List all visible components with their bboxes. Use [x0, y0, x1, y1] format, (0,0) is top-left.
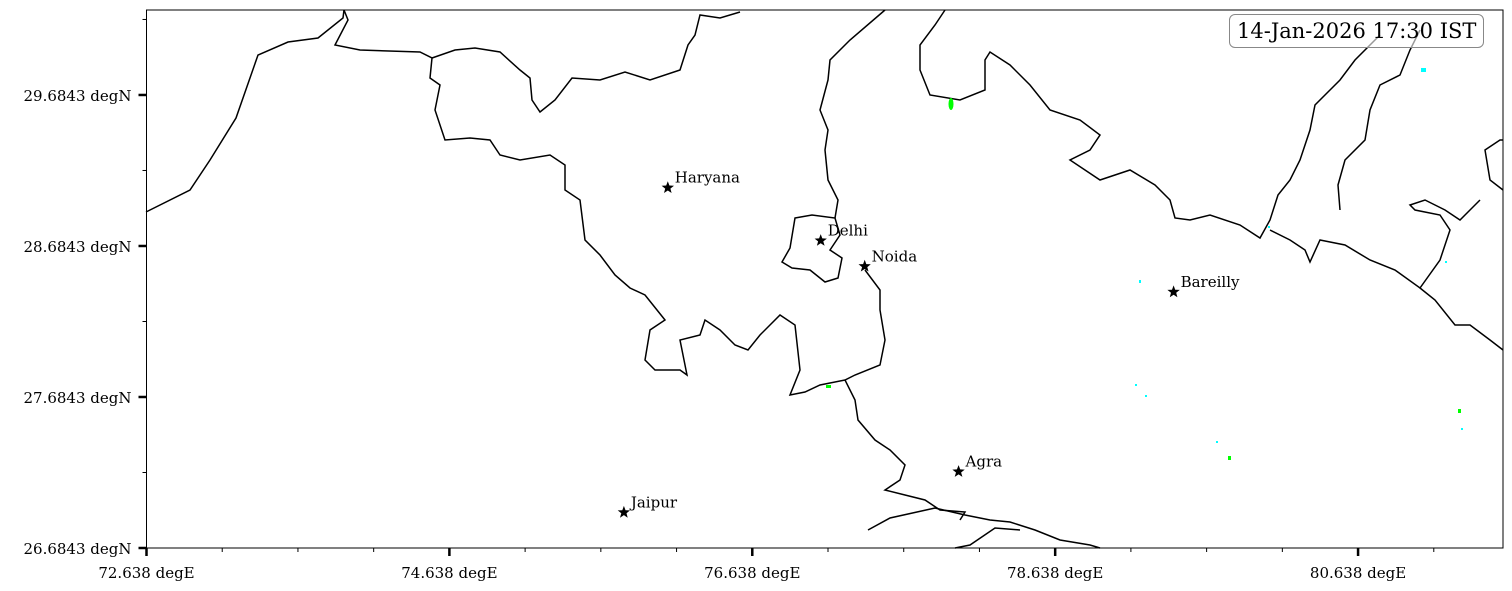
precip-cell: [1445, 261, 1447, 263]
x-tick-label: 76.638 degE: [704, 564, 800, 582]
city-label: Haryana: [675, 169, 740, 187]
boundary-up-rajasthan: [844, 379, 967, 521]
boundary-tibet: [1337, 29, 1421, 211]
star-icon: [617, 505, 630, 518]
boundary-mp: [867, 507, 1101, 549]
y-tick-label: 29.6843 degN: [23, 87, 131, 105]
precip-cell: [1461, 428, 1463, 430]
precip-cell: [1421, 68, 1426, 72]
boundary-haryana-north: [431, 11, 741, 114]
city-label: Jaipur: [629, 493, 678, 511]
x-tick-label: 74.638 degE: [401, 564, 497, 582]
star-icon: [952, 465, 965, 477]
x-tick-label: 78.638 degE: [1007, 564, 1103, 582]
boundary-nepal: [1269, 199, 1481, 290]
city-label: Noida: [872, 247, 918, 265]
city-bareilly: Bareilly: [1167, 273, 1240, 298]
star-icon: [661, 181, 674, 193]
precip-cell: [1135, 384, 1137, 386]
boundary-uttarakhand: [919, 9, 1381, 240]
y-tick-label: 27.6843 degN: [23, 389, 131, 407]
city-label: Delhi: [828, 222, 868, 240]
boundary-haryana: [333, 9, 886, 397]
precip-cell: [826, 385, 831, 388]
timestamp-label: 14-Jan-2026 17:30 IST: [1229, 14, 1485, 48]
city-jaipur: Jaipur: [617, 493, 678, 518]
state-boundaries: [145, 9, 1504, 549]
star-icon: [814, 234, 827, 246]
boundary-nepal-east: [1419, 287, 1504, 351]
star-icon: [858, 259, 871, 272]
y-tick-label: 26.6843 degN: [23, 540, 131, 558]
precip-cell: [1145, 395, 1147, 397]
x-tick-label: 80.638 degE: [1310, 564, 1406, 582]
precipitation-pixels: [826, 68, 1463, 460]
star-icon: [1167, 285, 1180, 298]
city-noida: Noida: [858, 247, 918, 272]
city-haryana: Haryana: [661, 169, 740, 193]
precip-cell: [1458, 409, 1461, 413]
boundary-mp-2: [954, 527, 1021, 549]
precip-cell: [1228, 456, 1231, 460]
precip-cell: [1216, 441, 1218, 443]
precip-cell: [1139, 280, 1141, 283]
city-label: Agra: [965, 453, 1003, 471]
city-delhi: Delhi: [814, 222, 868, 246]
axes: 72.638 degE 74.638 degE 76.638 degE 78.638 …: [23, 18, 1435, 582]
boundary-rajasthan-punjab: [145, 9, 345, 213]
precip-cell: [1268, 226, 1270, 228]
precip-cell: [948, 98, 954, 110]
x-tick-label: 72.638 degE: [98, 564, 194, 582]
city-agra: Agra: [952, 453, 1002, 477]
y-tick-label: 28.6843 degN: [23, 238, 131, 256]
boundary-east: [1484, 139, 1504, 191]
plot-frame: [146, 9, 1504, 549]
city-label: Bareilly: [1181, 273, 1240, 291]
boundary-up-west: [819, 9, 886, 219]
